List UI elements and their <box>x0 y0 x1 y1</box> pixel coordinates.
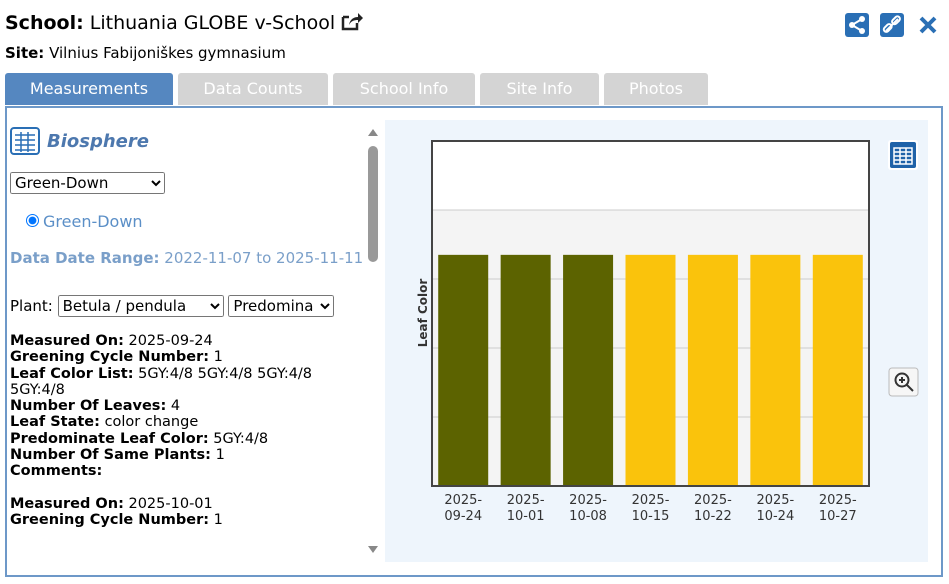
field-value: color change <box>104 414 199 431</box>
field-value: 2025-10-01 <box>128 495 213 512</box>
measurement-pane: Biosphere Green-Down Green-Down Data Dat… <box>10 114 364 560</box>
panel <box>5 106 943 577</box>
field: Leaf Color List: 5GY:4/8 5GY:4/8 5GY:4/8… <box>10 366 364 399</box>
radio-row[interactable]: Green-Down <box>26 212 364 231</box>
tab[interactable]: Site Info <box>480 73 599 105</box>
school-line: School: Lithuania GLOBE v-School <box>5 11 364 34</box>
open-icon[interactable] <box>341 11 364 31</box>
site-name: Vilnius Fabijoniškes gymnasium <box>49 44 286 62</box>
radio[interactable] <box>26 214 39 227</box>
pane-title: Biosphere <box>47 130 149 152</box>
record: Measured On: 2025-09-24 Greening Cycle Nu… <box>10 333 364 480</box>
bar <box>563 254 614 486</box>
share-button[interactable] <box>845 13 869 37</box>
field-label: Greening Cycle Number: <box>10 349 210 366</box>
record: Measured On: 2025-10-01 Greening Cycle Nu… <box>10 496 364 529</box>
field-label: Comments: <box>10 463 103 480</box>
pane-header: Biosphere <box>10 126 364 156</box>
x-tick-label: 2025-10-27 <box>818 493 857 524</box>
protocol-row: Green-Down <box>10 172 364 194</box>
field-value: 2025-09-24 <box>128 333 213 349</box>
tab[interactable]: Photos <box>604 73 708 105</box>
field: Number Of Leaves: 4 <box>10 398 364 414</box>
field-label: Leaf State: <box>10 414 100 431</box>
plot-top-band <box>432 141 869 210</box>
radio-label: Green-Down <box>43 212 143 231</box>
bar <box>625 254 676 486</box>
field: Number Of Same Plants: 1 <box>10 447 364 463</box>
school-label: School: <box>5 12 84 34</box>
date-range-value: 2022-11-07 to 2025-11-11 <box>164 249 364 267</box>
field: Leaf State: color change <box>10 414 364 430</box>
chart: Leaf Color <box>385 120 928 562</box>
tab[interactable]: School Info <box>333 73 475 105</box>
field-value: 5GY:4/8 <box>213 430 269 447</box>
site-label: Site: <box>5 44 45 62</box>
bar <box>500 254 551 486</box>
field-label: Number Of Same Plants: <box>10 447 211 464</box>
x-tick-label: 2025-10-22 <box>694 493 732 524</box>
plant-row: Plant: Betula / pendula Predomina <box>10 295 364 317</box>
bar <box>812 254 863 486</box>
field-label: Number Of Leaves: <box>10 398 167 415</box>
bar <box>687 254 738 486</box>
field-label: Greening Cycle Number: <box>10 511 210 528</box>
plant-label: Plant: <box>10 297 53 315</box>
field-label: Measured On: <box>10 333 124 349</box>
field: Measured On: 2025-09-24 <box>10 333 364 349</box>
bar <box>750 254 801 486</box>
color-select[interactable]: Predomina <box>228 295 335 317</box>
y-axis-label: Leaf Color <box>416 279 430 348</box>
field: Measured On: 2025-10-01 <box>10 496 364 512</box>
site-line: Site: Vilnius Fabijoniškes gymnasium <box>5 44 286 62</box>
toolbar <box>845 13 937 37</box>
plant-select[interactable]: Betula / pendula <box>57 295 224 317</box>
x-tick-label: 2025-10-24 <box>756 493 795 524</box>
field-value: 4 <box>170 398 181 415</box>
field-value: 1 <box>213 511 223 528</box>
x-tick-label: 2025-10-08 <box>569 493 607 524</box>
field-value: 1 <box>215 447 225 464</box>
field-value: 1 <box>213 349 223 366</box>
x-tick-label: 2025-10-15 <box>631 493 670 524</box>
field: Greening Cycle Number: 1 <box>10 349 364 365</box>
records: Measured On: 2025-09-24 Greening Cycle Nu… <box>10 333 364 528</box>
x-tick-label: 2025-09-24 <box>444 493 483 524</box>
date-range: Data Date Range: 2022-11-07 to 2025-11-1… <box>10 245 364 271</box>
zoom-button[interactable] <box>888 367 919 397</box>
link-button[interactable] <box>880 13 904 37</box>
protocol-select[interactable]: Green-Down <box>10 172 165 194</box>
tab[interactable]: Data Counts <box>178 73 328 105</box>
field-value: 5GY:4/8 5GY:4/8 5GY:4/8 5GY:4/8 <box>10 365 313 398</box>
school-name: Lithuania GLOBE v-School <box>89 12 336 34</box>
field-label: Predominate Leaf Color: <box>10 430 209 447</box>
tab[interactable]: Measurements <box>5 73 173 105</box>
table-icon <box>10 127 40 155</box>
field-label: Measured On: <box>10 495 124 512</box>
field: Greening Cycle Number: 1 <box>10 512 364 528</box>
date-range-label: Data Date Range: <box>10 249 160 267</box>
scrollbar[interactable] <box>365 124 381 558</box>
close-button[interactable] <box>919 16 937 34</box>
table-view-button[interactable] <box>888 140 918 170</box>
field-label: Leaf Color List: <box>10 365 134 382</box>
plot-border <box>431 140 870 487</box>
bar <box>438 254 489 486</box>
field: Comments: <box>10 463 364 479</box>
field: Predominate Leaf Color: 5GY:4/8 <box>10 431 364 447</box>
x-tick-label: 2025-10-01 <box>506 493 545 524</box>
